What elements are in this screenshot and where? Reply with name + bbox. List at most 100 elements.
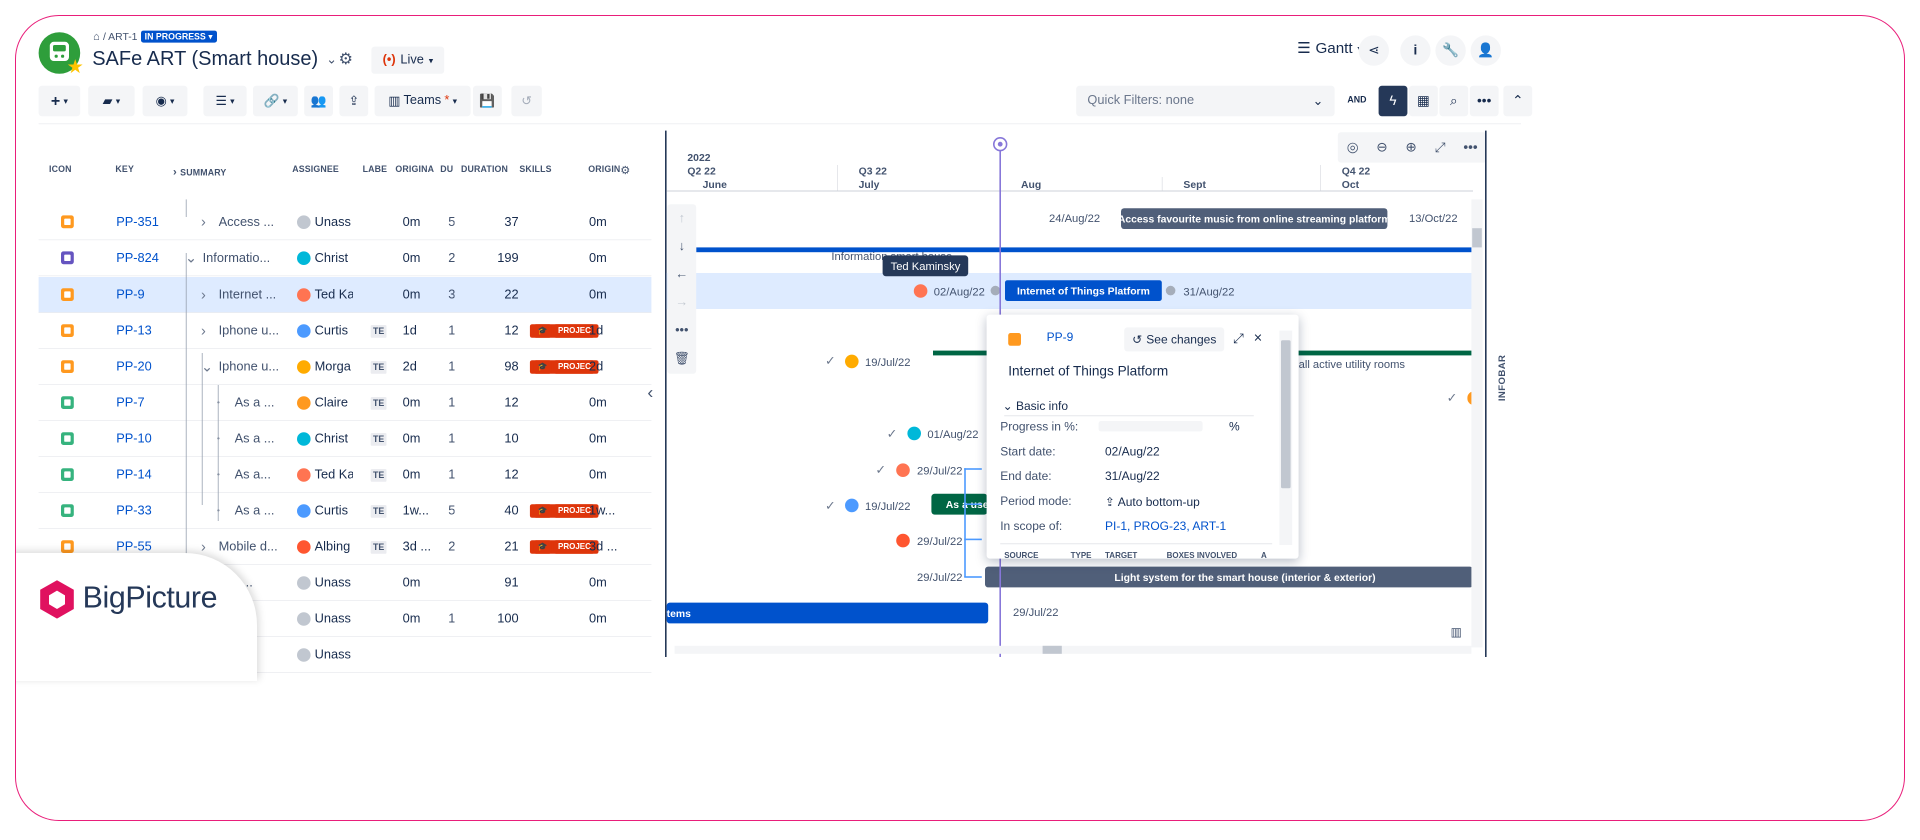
skill-badge[interactable]: 🎓 PROJEC bbox=[529, 349, 599, 385]
original-estimate[interactable]: 0m bbox=[402, 611, 421, 626]
duration-value[interactable]: 12 bbox=[504, 395, 519, 410]
target-icon[interactable]: ◎ bbox=[1346, 139, 1359, 155]
more-button[interactable]: ••• bbox=[1469, 85, 1499, 117]
col-label[interactable]: LABE bbox=[362, 165, 388, 175]
duration-value[interactable]: 40 bbox=[504, 503, 519, 518]
map-icon[interactable]: ▥ bbox=[1450, 625, 1462, 640]
scope-links[interactable]: PI-1, PROG-23, ART-1 bbox=[1105, 519, 1227, 533]
assignee-cell[interactable]: Christ bbox=[297, 421, 353, 457]
issue-key[interactable]: PP-33 bbox=[116, 503, 152, 518]
col-original[interactable]: ORIGINA bbox=[395, 165, 435, 175]
zoom-in-icon[interactable]: ⊕ bbox=[1405, 139, 1417, 155]
original-estimate-2[interactable]: 1w... bbox=[589, 503, 616, 518]
export-button[interactable]: ⇪ bbox=[339, 85, 369, 117]
view-options-button[interactable]: ◉ ▾ bbox=[142, 85, 188, 117]
end-date-value[interactable]: 31/Aug/22 bbox=[1105, 469, 1160, 484]
table-row[interactable]: PP-55 › Mobile d... Albing TE 3d ... 2 21 🎓 PROJ… bbox=[38, 529, 652, 565]
arrow-up-icon[interactable]: ↑ bbox=[678, 211, 685, 225]
gear-icon[interactable]: ⚙ bbox=[338, 50, 353, 69]
task-bar[interactable]: Light system for the smart house (interi… bbox=[985, 566, 1473, 588]
calendar-button[interactable]: ▦ bbox=[1409, 85, 1438, 117]
label-tag[interactable]: TE bbox=[370, 349, 387, 385]
duration-value[interactable]: 12 bbox=[504, 467, 519, 482]
quick-filters-select[interactable]: Quick Filters: none ⌄ bbox=[1076, 85, 1335, 117]
table-row[interactable]: PP-7•As a ...ClaireTE0m1120m bbox=[38, 385, 652, 421]
assignee-avatar[interactable] bbox=[896, 533, 910, 548]
duration-value[interactable]: 91 bbox=[504, 575, 519, 590]
original-estimate[interactable]: 0m bbox=[402, 467, 421, 482]
issue-key[interactable]: PP-55 bbox=[116, 539, 152, 554]
issue-key[interactable]: PP-13 bbox=[116, 323, 152, 338]
label-tag[interactable]: TE bbox=[370, 529, 387, 565]
scroll-thumb[interactable] bbox=[1042, 645, 1062, 654]
table-row[interactable]: PP-351 › Access ... Unass 0m 5 37 0m bbox=[38, 204, 652, 241]
issue-key[interactable]: PP-7 bbox=[116, 395, 145, 410]
share-button[interactable]: ⋖ bbox=[1358, 35, 1389, 66]
tree-toggle-icon[interactable]: › bbox=[201, 322, 206, 339]
original-estimate-2[interactable]: 0m bbox=[589, 575, 607, 590]
scroll-thumb[interactable] bbox=[1472, 228, 1482, 248]
label-tag[interactable]: TE bbox=[370, 493, 387, 529]
assignee-cell[interactable]: Albing bbox=[297, 529, 353, 565]
table-row[interactable]: PP-9 › Internet ... Ted Ka 0m 3 22 0m bbox=[38, 277, 652, 313]
tree-toggle-icon[interactable]: › bbox=[201, 213, 206, 230]
gantt-horizontal-scrollbar[interactable] bbox=[674, 645, 1472, 654]
original-estimate-2[interactable]: 3d ... bbox=[589, 539, 618, 554]
issue-summary[interactable]: As a ... bbox=[234, 503, 275, 518]
tree-toggle-icon[interactable]: ⌄ bbox=[185, 249, 198, 266]
teams-button[interactable]: ▥ Teams * ▾ bbox=[374, 85, 471, 117]
more-icon[interactable]: ••• bbox=[1463, 139, 1478, 155]
selected-task-bar[interactable]: Internet of Things Platform bbox=[1005, 280, 1162, 301]
popup-scrollbar[interactable] bbox=[1279, 330, 1293, 545]
original-estimate-2[interactable]: 0m bbox=[589, 251, 607, 265]
skill-badge[interactable]: 🎓 PROJEC bbox=[529, 313, 599, 349]
duration-value[interactable]: 12 bbox=[504, 323, 519, 338]
label-tag[interactable]: TE bbox=[370, 457, 387, 493]
gantt-vertical-scrollbar[interactable] bbox=[1471, 199, 1483, 648]
folder-button[interactable]: ▰ ▾ bbox=[88, 85, 135, 117]
assignee-avatar[interactable] bbox=[1467, 391, 1474, 405]
original-estimate[interactable]: 1w... bbox=[402, 503, 429, 518]
link-button[interactable]: 🔗 ▾ bbox=[253, 85, 298, 117]
original-estimate-2[interactable]: 0m bbox=[589, 395, 607, 410]
tree-toggle-icon[interactable]: ⌄ bbox=[201, 358, 214, 375]
user-button[interactable]: 👤 bbox=[1470, 35, 1501, 66]
people-button[interactable]: 👥 bbox=[304, 85, 333, 117]
issue-summary[interactable]: As a ... bbox=[234, 395, 275, 410]
issue-summary[interactable]: As a... bbox=[234, 467, 271, 482]
arrow-down-icon[interactable]: ↓ bbox=[678, 239, 685, 253]
duration-value[interactable]: 10 bbox=[504, 431, 519, 446]
assignee-avatar[interactable] bbox=[845, 498, 859, 513]
assignee-cell[interactable]: Unass bbox=[297, 204, 353, 240]
duration-value[interactable]: 22 bbox=[504, 287, 519, 302]
label-tag[interactable]: TE bbox=[370, 421, 387, 457]
collapse-panel-icon[interactable]: ‹ bbox=[647, 381, 654, 402]
live-button[interactable]: (•) Live ▾ bbox=[371, 46, 445, 74]
expand-icon[interactable]: ⤢ bbox=[1233, 330, 1244, 346]
duration-value[interactable]: 21 bbox=[504, 539, 519, 554]
duration-value[interactable] bbox=[471, 637, 519, 673]
table-row[interactable]: Unass bbox=[38, 637, 652, 673]
add-button[interactable]: + ▾ bbox=[38, 85, 81, 117]
col-key[interactable]: KEY bbox=[115, 165, 134, 175]
original-estimate[interactable]: 3d ... bbox=[402, 539, 432, 554]
info-button[interactable]: i bbox=[1400, 35, 1431, 66]
original-estimate[interactable]: 0m bbox=[402, 287, 421, 302]
duration-value[interactable]: 199 bbox=[497, 251, 519, 265]
issue-summary[interactable]: As a ... bbox=[234, 431, 275, 446]
original-estimate[interactable]: 0m bbox=[402, 575, 421, 590]
assignee-avatar[interactable] bbox=[907, 426, 921, 441]
issue-key[interactable]: PP-824 bbox=[116, 251, 159, 265]
assignee-cell[interactable]: Curtis bbox=[297, 493, 353, 529]
issue-key[interactable]: PP-14 bbox=[116, 467, 152, 482]
assignee-cell[interactable]: Unass bbox=[297, 601, 353, 637]
task-bar[interactable]: tems bbox=[666, 602, 989, 624]
layout-button[interactable]: ☰ ▾ bbox=[203, 85, 247, 117]
assignee-avatar[interactable] bbox=[845, 354, 859, 369]
zoom-out-icon[interactable]: ⊖ bbox=[1376, 139, 1388, 155]
star-icon[interactable]: ★ bbox=[66, 56, 84, 78]
basic-info-section[interactable]: ⌄ Basic info bbox=[1003, 399, 1068, 413]
issue-key[interactable]: PP-351 bbox=[116, 215, 159, 229]
duration-value[interactable]: 100 bbox=[497, 611, 519, 626]
